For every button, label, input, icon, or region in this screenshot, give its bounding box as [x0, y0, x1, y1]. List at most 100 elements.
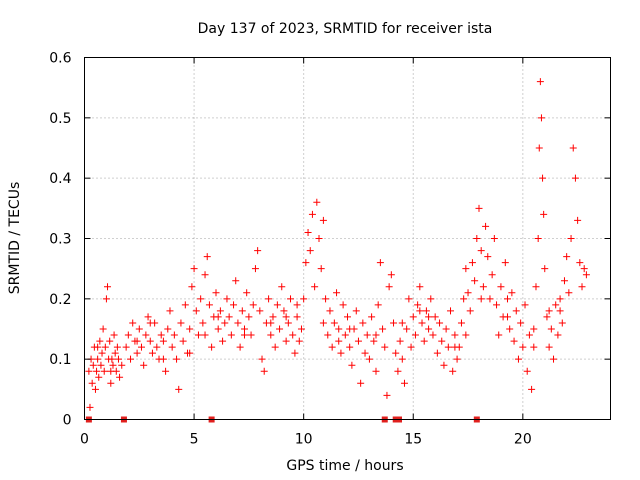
data-point: [146, 337, 154, 345]
data-point: [497, 283, 505, 291]
data-point: [390, 319, 398, 327]
data-point: [427, 295, 435, 303]
data-point: [271, 343, 279, 351]
data-point: [97, 361, 105, 369]
data-point: [411, 331, 419, 339]
data-point: [535, 144, 543, 152]
data-point: [468, 259, 476, 267]
data-point: [93, 367, 101, 375]
data-point: [517, 319, 525, 327]
data-point: [96, 337, 104, 345]
data-point: [148, 349, 156, 357]
data-point: [547, 325, 555, 333]
data-point: [113, 343, 121, 351]
data-point: [438, 337, 446, 345]
data-point: [133, 349, 141, 357]
y-axis: 0 0.1 0.2 0.3 0.4 0.5 0.6: [49, 51, 611, 429]
data-point: [164, 325, 172, 333]
data-point: [486, 295, 494, 303]
x-axis: 0 5 10 15 20: [80, 57, 532, 448]
data-point: [460, 295, 468, 303]
x-axis-title: GPS time / hours: [286, 458, 403, 474]
data-point: [381, 343, 389, 351]
data-point: [315, 235, 323, 242]
data-point: [582, 271, 590, 279]
data-point: [212, 289, 220, 297]
y-axis-title: SRMTID / TECUs: [7, 182, 23, 295]
data-point: [89, 361, 97, 369]
data-point: [85, 367, 93, 375]
data-point: [199, 319, 207, 327]
data-point: [398, 355, 406, 363]
data-point: [114, 355, 122, 363]
data-point: [556, 307, 564, 315]
data-point: [545, 343, 553, 351]
data-point: [295, 337, 303, 345]
data-point: [304, 228, 312, 236]
x-tick-label: 0: [80, 432, 89, 448]
data-point: [192, 307, 200, 315]
data-point: [111, 349, 119, 357]
data-point: [221, 319, 229, 327]
data-point: [201, 271, 209, 279]
data-point: [86, 403, 94, 411]
data-point: [313, 198, 321, 206]
data-point: [88, 379, 96, 387]
data-point: [363, 331, 371, 339]
data-point: [137, 343, 145, 351]
data-point: [177, 319, 185, 327]
data-point: [122, 343, 130, 351]
data-point: [116, 373, 124, 381]
data-point: [488, 271, 496, 279]
data-point: [550, 355, 558, 363]
data-point: [335, 325, 343, 333]
x-tick-label: 20: [514, 432, 532, 448]
data-point: [282, 313, 290, 321]
data-point: [532, 283, 540, 291]
data-point: [238, 307, 246, 315]
data-point: [205, 301, 213, 309]
x-tick-label: 10: [295, 432, 313, 448]
data-point: [563, 253, 571, 261]
data-point: [376, 259, 384, 267]
data-point: [462, 331, 470, 339]
data-point: [414, 301, 422, 309]
data-point: [223, 295, 231, 303]
data-point: [282, 337, 290, 345]
data-point: [545, 307, 553, 315]
data-point: [482, 222, 490, 230]
data-point: [484, 253, 492, 261]
data-point: [186, 325, 194, 333]
data-point: [203, 253, 211, 261]
data-point: [124, 331, 132, 339]
data-point: [530, 325, 538, 333]
data-point: [578, 283, 586, 291]
data-point: [94, 343, 102, 351]
y-tick-label: 0.4: [49, 171, 71, 187]
data-point: [232, 277, 240, 285]
data-point: [462, 265, 470, 273]
data-point: [514, 355, 522, 363]
data-point: [540, 210, 548, 218]
data-point: [420, 337, 428, 345]
data-point: [188, 283, 196, 291]
data-point: [409, 313, 417, 321]
data-point: [451, 343, 459, 351]
data-point: [219, 337, 227, 345]
data-point: [457, 319, 465, 327]
data-point: [175, 385, 183, 393]
data-point: [293, 313, 301, 321]
data-point: [479, 283, 487, 291]
data-point: [521, 301, 529, 309]
data-point: [490, 235, 498, 242]
data-point: [107, 379, 115, 387]
grid: [84, 57, 611, 420]
data-point: [580, 265, 588, 273]
data-point: [330, 319, 338, 327]
data-point: [249, 301, 257, 309]
data-point: [574, 216, 582, 224]
data-point: [322, 295, 330, 303]
data-point: [387, 271, 395, 279]
data-point: [440, 361, 448, 369]
